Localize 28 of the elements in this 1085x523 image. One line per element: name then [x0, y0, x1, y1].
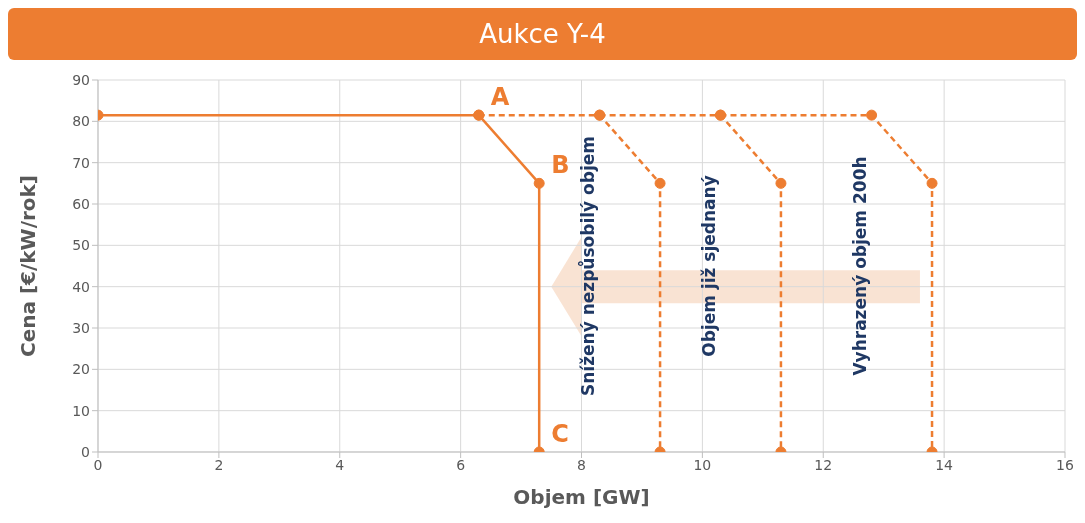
annotation: Snížený nezpůsobilý objem: [576, 135, 598, 397]
x-tick-label: 4: [335, 456, 345, 473]
annotation: Objem již sjednaný: [698, 175, 719, 357]
x-tick-label: 2: [214, 456, 224, 473]
y-tick-label: 80: [72, 113, 90, 130]
y-tick-label: 0: [81, 443, 90, 460]
y-tick-label: 20: [72, 361, 90, 378]
y-tick-label: 30: [72, 319, 90, 336]
chart-title: Aukce Y-4: [8, 8, 1077, 60]
y-tick-label: 90: [72, 71, 90, 88]
annotation: A: [490, 83, 510, 112]
x-tick-label: 8: [577, 456, 586, 473]
x-tick-label: 14: [935, 456, 954, 473]
x-tick-label: 6: [456, 456, 466, 473]
annotation: C: [551, 420, 569, 448]
x-tick-label: 16: [1056, 456, 1074, 473]
annotation: B: [551, 151, 570, 180]
y-tick-label: 70: [72, 154, 90, 171]
x-tick-label: 0: [93, 456, 103, 473]
y-tick-label: 50: [72, 237, 90, 254]
annotation: Vyhrazený objem 200h: [849, 156, 870, 376]
y-tick-label: 10: [72, 402, 90, 419]
x-tick-label: 12: [814, 456, 833, 473]
y-tick-label: 60: [72, 195, 90, 212]
y-axis-title: Cena [€/kW/rok]: [16, 174, 41, 358]
y-tick-label: 40: [72, 278, 90, 295]
x-tick-label: 10: [693, 456, 712, 473]
x-axis-title: Objem [GW]: [513, 485, 650, 509]
